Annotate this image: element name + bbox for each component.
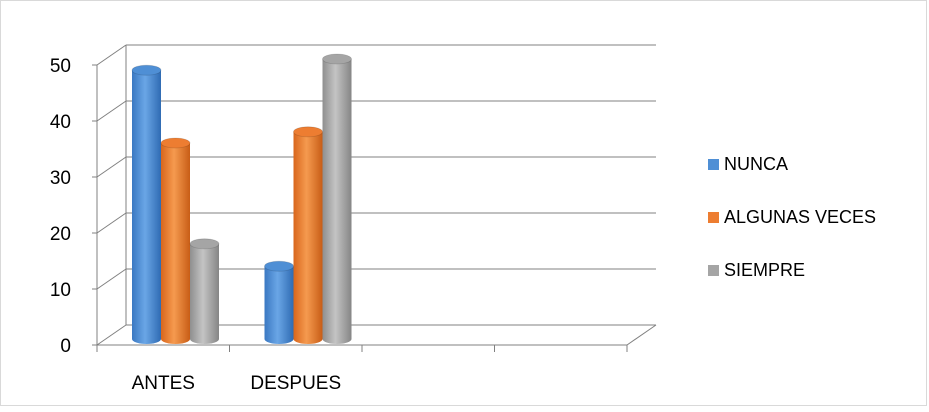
bar-siempre-1 bbox=[322, 53, 352, 344]
y-tick-label-4: 40 bbox=[50, 112, 71, 133]
floor-right-edge bbox=[626, 324, 657, 346]
x-tick-label-0: ANTES bbox=[132, 373, 195, 394]
bar-siempre-0 bbox=[189, 238, 220, 344]
bar-top bbox=[189, 238, 220, 250]
bar-algunas-veces-1 bbox=[293, 126, 323, 344]
bar-top bbox=[322, 53, 352, 65]
legend-label-0: NUNCA bbox=[724, 154, 788, 174]
axes bbox=[92, 45, 628, 352]
bar-nunca-0 bbox=[131, 64, 162, 344]
legend: NUNCA ALGUNAS VECES SIEMPRE bbox=[708, 154, 876, 280]
x-tick-label-1: DESPUES bbox=[250, 373, 341, 394]
y-tick-label-1: 10 bbox=[50, 280, 71, 301]
y-tick-label-3: 30 bbox=[50, 168, 71, 189]
axis-labels: 0 10 20 30 40 50 ANTES DESPUES bbox=[50, 56, 341, 394]
y-tick-label-5: 50 bbox=[50, 56, 71, 77]
bar-top bbox=[160, 137, 191, 149]
gridline-depth-2 bbox=[96, 212, 127, 234]
bar-top bbox=[264, 260, 294, 272]
bar-body bbox=[132, 70, 161, 344]
bar-algunas-veces-0 bbox=[160, 137, 191, 344]
y-tick-label-0: 0 bbox=[60, 336, 71, 357]
legend-swatch-0 bbox=[708, 159, 719, 170]
legend-label-1: ALGUNAS VECES bbox=[724, 207, 876, 227]
bar-body bbox=[161, 143, 190, 344]
gridline-depth-5 bbox=[96, 44, 127, 66]
gridline-depth-4 bbox=[96, 100, 127, 122]
bars bbox=[131, 53, 352, 344]
bar-top bbox=[293, 126, 323, 138]
gridline-depth-0 bbox=[96, 324, 127, 346]
bar-body bbox=[190, 243, 219, 344]
bar-top bbox=[131, 64, 162, 76]
y-tick-label-2: 20 bbox=[50, 224, 71, 245]
bar-body bbox=[264, 266, 294, 344]
gridline-depth-1 bbox=[96, 268, 127, 290]
legend-swatch-2 bbox=[708, 265, 719, 276]
bar-body bbox=[322, 59, 352, 344]
legend-label-2: SIEMPRE bbox=[724, 260, 805, 280]
bar-nunca-1 bbox=[264, 260, 294, 344]
gridline-depth-3 bbox=[96, 156, 127, 178]
legend-swatch-1 bbox=[708, 212, 719, 223]
bar-body bbox=[293, 131, 323, 344]
